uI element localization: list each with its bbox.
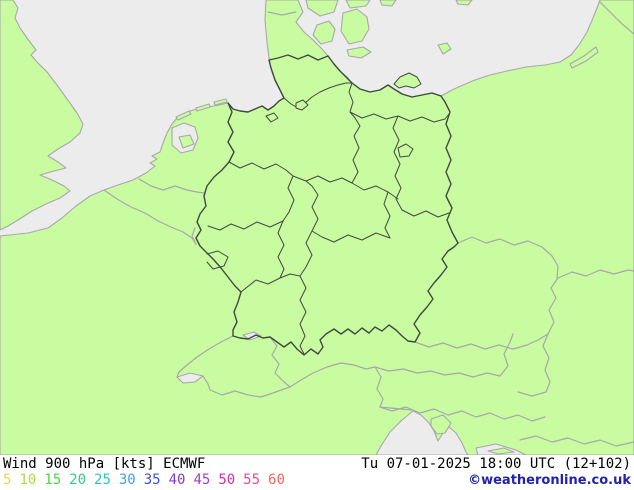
- kattegat-island: [345, 0, 371, 9]
- border-belgium-netherlands: [138, 178, 205, 194]
- hamburg-outline: [295, 99, 309, 111]
- sweden-coast-fragment-2: [455, 0, 473, 6]
- scale-value-60: 60: [268, 472, 285, 488]
- border-switzerland-austria: [269, 336, 291, 388]
- copyright-text: ©weatheronline.co.uk: [468, 472, 631, 488]
- kvarner-island: [487, 447, 515, 455]
- country-borders: [103, 1, 634, 447]
- border-austria-hungary: [499, 333, 514, 377]
- legend-row-1: Wind 900 hPa [kts] ECMWF Tu 07-01-2025 1…: [3, 456, 631, 472]
- border-saarland: [206, 250, 229, 270]
- german-state-borders: [206, 82, 450, 355]
- border-slovakia-hungary: [542, 333, 551, 393]
- border-czech-austria: [414, 333, 549, 350]
- lake-geneva: [176, 372, 204, 384]
- wadden-island-2: [195, 103, 211, 112]
- border-slovenia-croatia: [379, 406, 546, 422]
- border-france-belgium: [103, 189, 197, 245]
- funen-island: [312, 20, 336, 45]
- bremen-outline: [265, 112, 279, 123]
- zealand-island: [340, 8, 370, 45]
- limfjord-coast: [267, 11, 297, 16]
- border-sachsenanhalt-west: [349, 111, 361, 184]
- border-sachsenanhalt-sued: [351, 182, 399, 200]
- border-schleswigholstein-niedersachsen: [283, 82, 353, 109]
- scale-value-25: 25: [94, 472, 111, 488]
- forecast-datetime: Tu 07-01-2025 18:00 UTC (12+102): [361, 456, 631, 472]
- sweden-coast-fragment-1: [379, 0, 397, 7]
- border-thueringen-bayern: [311, 230, 391, 243]
- border-hessen-badenwuerttemberg: [279, 273, 301, 279]
- legend-bar: Wind 900 hPa [kts] ECMWF Tu 07-01-2025 1…: [0, 455, 634, 490]
- border-france-switzerland: [176, 335, 234, 378]
- border-niedersachsen-nrw: [228, 161, 294, 177]
- scale-value-45: 45: [193, 472, 211, 488]
- border-hessen-thueringen: [305, 180, 319, 232]
- legend-row-2: 5 10 15 20 25 30 35 40 45 50 55 60 ©weatheronline.c…: [3, 472, 631, 488]
- map-title: Wind 900 hPa [kts] ECMWF: [3, 456, 206, 472]
- scale-value-50: 50: [218, 472, 236, 488]
- border-niedersachsen-sued: [292, 175, 353, 184]
- border-poland-slovakia: [557, 269, 634, 279]
- border-italy-slovenia: [374, 366, 413, 411]
- wadden-island-1: [175, 110, 192, 121]
- jutland-north-island: [305, 0, 339, 17]
- border-brandenburg-sachsen: [401, 209, 450, 218]
- adriatic-sea: [375, 410, 469, 455]
- scale-value-35: 35: [143, 472, 161, 488]
- border-czech-poland: [457, 236, 559, 279]
- hel-spit: [569, 46, 599, 69]
- scale-value-10: 10: [19, 472, 37, 488]
- border-nrw-rheinlandpfalz: [207, 220, 284, 231]
- scale-value-20: 20: [69, 472, 87, 488]
- border-switzerland-italy: [202, 375, 291, 398]
- germany-national-border: [195, 54, 459, 356]
- england-landmass: [0, 0, 84, 231]
- berlin-outline: [397, 143, 414, 158]
- border-luxembourg: [191, 227, 197, 245]
- border-nrw-hessen: [282, 175, 295, 222]
- border-austria-slovenia: [374, 366, 501, 378]
- border-czech-slovakia: [547, 277, 559, 335]
- border-poland-russia: [599, 1, 634, 35]
- border-badenwuerttemberg-bayern: [299, 275, 307, 355]
- scale-value-15: 15: [44, 472, 62, 488]
- border-brandenburg-west: [392, 115, 403, 211]
- scale-value-5: 5: [3, 472, 12, 488]
- border-austria-italy: [289, 362, 376, 388]
- bornholm-island: [437, 42, 452, 55]
- scale-value-55: 55: [243, 472, 261, 488]
- border-thueringen-sachsen: [383, 191, 391, 239]
- ruegen-island: [393, 72, 422, 89]
- border-hessen-bayern: [299, 230, 313, 277]
- border-croatia-bosnia: [519, 435, 634, 447]
- flevoland-polder: [178, 134, 195, 149]
- scale-value-40: 40: [168, 472, 186, 488]
- border-hungary-croatia: [517, 391, 547, 397]
- wind-speed-scale: 5 10 15 20 25 30 35 40 45 50 55 60: [3, 472, 293, 488]
- forecast-map: [0, 0, 634, 455]
- border-hessen-rheinlandpfalz: [277, 220, 285, 279]
- wadden-island-3: [213, 98, 228, 106]
- scale-value-30: 30: [118, 472, 136, 488]
- lolland-island: [346, 46, 372, 59]
- border-rheinlandpfalz-badenwuerttemberg: [240, 277, 281, 293]
- border-mecklenburg-brandenburg: [349, 111, 450, 123]
- istria-peninsula: [430, 414, 452, 435]
- border-mecklenburg-west: [348, 82, 354, 113]
- continent-landmass: [0, 0, 634, 455]
